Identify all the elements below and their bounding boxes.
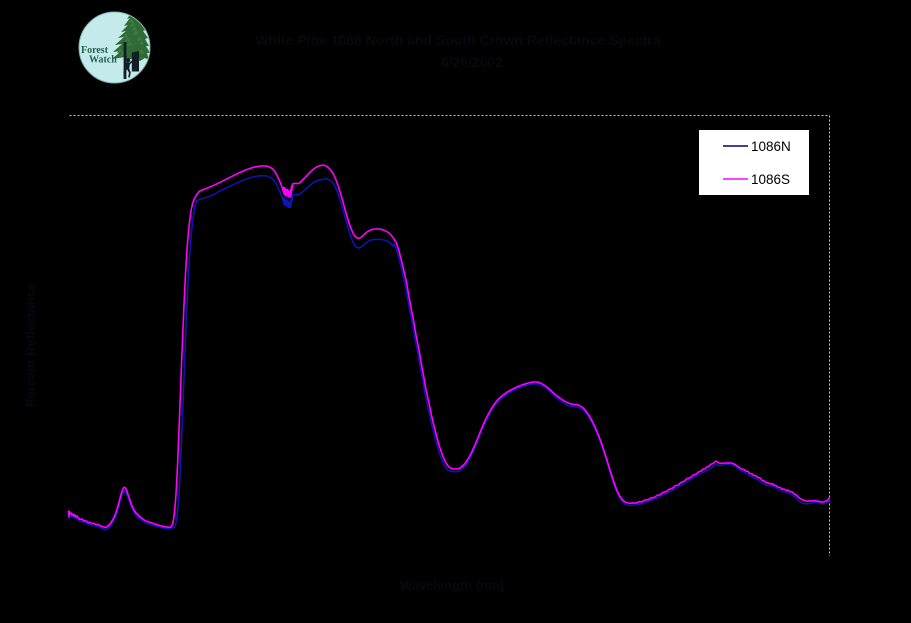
svg-text:Wavelength (nm): Wavelength (nm) — [400, 578, 504, 593]
svg-text:White Pine 1086 North and Sout: White Pine 1086 North and South Crown Re… — [255, 32, 661, 48]
svg-text:Forest: Forest — [81, 45, 109, 56]
svg-text:1086N: 1086N — [751, 139, 791, 154]
svg-text:6/26/2002: 6/26/2002 — [441, 54, 503, 70]
svg-text:Watch: Watch — [89, 55, 117, 66]
svg-text:1086S: 1086S — [751, 172, 790, 187]
svg-text:Percent Reflectance: Percent Reflectance — [23, 283, 38, 407]
